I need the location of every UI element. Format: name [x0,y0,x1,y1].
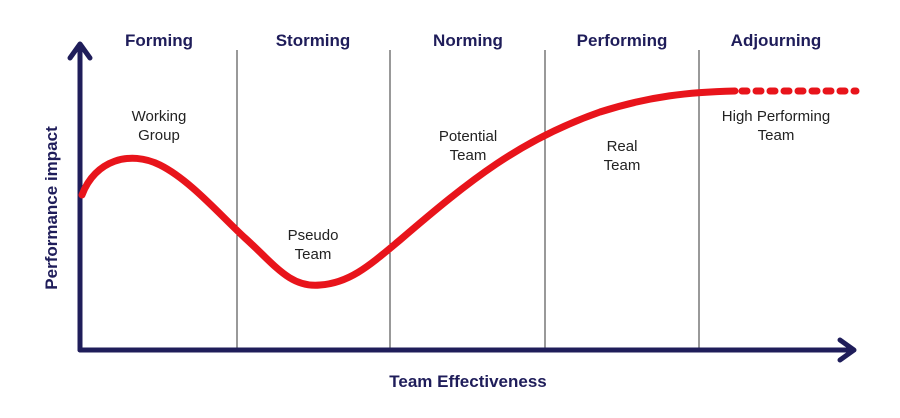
curve-label: Team [758,127,795,144]
y-arrow [67,41,93,61]
curve-label: Working [132,108,187,125]
stage-headings: Forming Storming Norming Performing Adjourni… [125,31,821,50]
performance-curve [78,87,739,289]
curve-label: Team [295,246,332,263]
stage-heading: Adjourning [731,31,822,50]
stage-heading: Storming [276,31,351,50]
curve-label: Team [450,147,487,164]
curve-label: Group [138,127,180,144]
stage-heading: Norming [433,31,503,50]
curve-label: Pseudo [288,227,339,244]
x-arrow [837,337,857,363]
stage-heading: Performing [577,31,668,50]
stage-dividers [236,50,700,350]
axes [67,41,857,363]
curve-label: Real [607,138,638,155]
curve-label: High Performing [722,108,830,125]
stage-heading: Forming [125,31,193,50]
x-axis-title: Team Effectiveness [389,372,546,391]
curve-label: Team [604,157,641,174]
curve-label: Potential [439,128,497,145]
y-axis-title: Performance impact [42,126,61,290]
curve-labels: Working Group Pseudo Team Potential Team Real T… [132,108,831,263]
